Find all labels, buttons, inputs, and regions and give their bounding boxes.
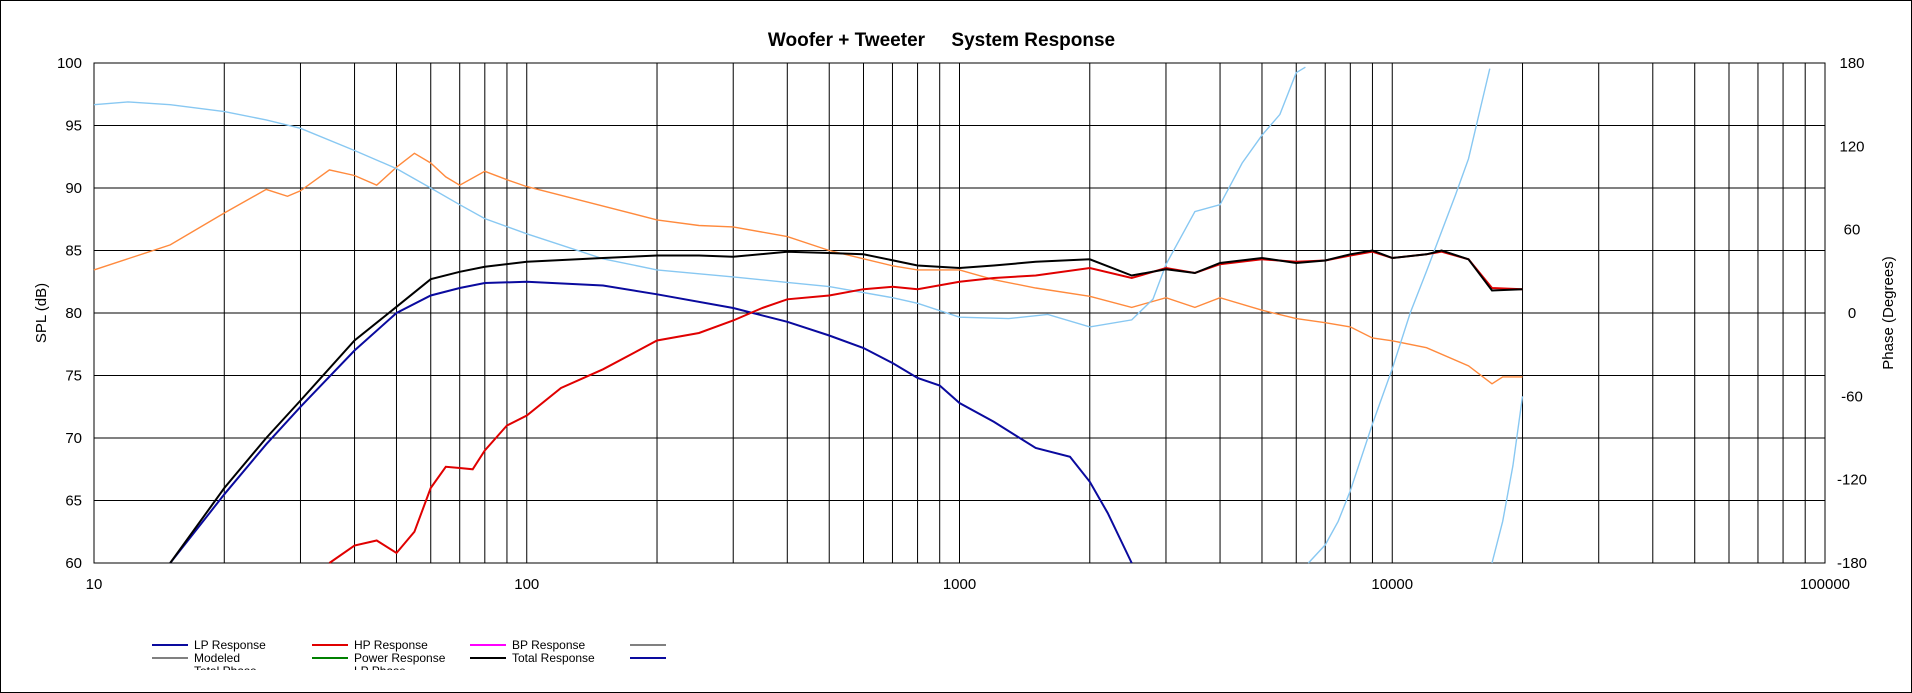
legend-label: Total Phase — [194, 664, 257, 678]
y2-tick-label: -180 — [1837, 555, 1867, 572]
series-woofer-phase — [93, 152, 1523, 385]
legend: LP Response HP Response BP Response Modeled… — [152, 638, 666, 678]
y2-tick-label: 0 — [1848, 305, 1856, 322]
y-tick-label: 75 — [65, 368, 82, 385]
y-axis-label: SPL (dB) — [33, 283, 50, 343]
y2-tick-label: -60 — [1841, 388, 1863, 405]
y2-axis-label: Phase (Degrees) — [1880, 256, 1897, 369]
y-tick-label: 70 — [65, 430, 82, 447]
legend-label: Power Response — [354, 651, 446, 665]
y2-tick-label: -120 — [1837, 472, 1867, 489]
y-tick-label: 100 — [57, 55, 82, 72]
chart-title: Woofer + Tweeter System Response — [768, 30, 1115, 51]
legend-label: HP Response — [354, 638, 428, 652]
y-tick-label: 95 — [65, 118, 82, 135]
legend-label: Modeled — [194, 651, 240, 665]
legend-items: LP Response HP Response BP Response Modeled… — [152, 638, 666, 678]
legend-label: LP Phase — [354, 664, 406, 678]
y-tick-label: 85 — [65, 243, 82, 260]
series-total-response — [169, 249, 1523, 564]
x-tick-label: 100000 — [1800, 576, 1850, 593]
y-tick-label: 90 — [65, 180, 82, 197]
y-tick-label: 60 — [65, 555, 82, 572]
legend-label: BP Response — [512, 638, 585, 652]
axes: 10 100 1000 10000 100000 100 95 90 85 80 75 70 65 60 1… — [57, 55, 1867, 593]
series-hp-response — [328, 250, 1523, 564]
series-total-phase — [1307, 68, 1491, 564]
legend-label: LP Response — [194, 638, 266, 652]
x-tick-label: 10 — [86, 576, 103, 593]
series-total-phase — [93, 66, 1306, 328]
grid — [93, 62, 1826, 564]
y2-tick-label: 60 — [1844, 222, 1861, 239]
y2-tick-label: 120 — [1839, 138, 1864, 155]
series-layer — [93, 66, 1524, 564]
y2-tick-label: 180 — [1839, 55, 1864, 72]
x-tick-label: 100 — [514, 576, 539, 593]
x-tick-label: 10000 — [1371, 576, 1413, 593]
legend-label: Total Response — [512, 651, 595, 665]
series-total-phase — [1491, 396, 1524, 564]
series-lp-response — [169, 280, 1133, 564]
y-tick-label: 65 — [65, 493, 82, 510]
y-tick-label: 80 — [65, 305, 82, 322]
x-tick-label: 1000 — [943, 576, 976, 593]
